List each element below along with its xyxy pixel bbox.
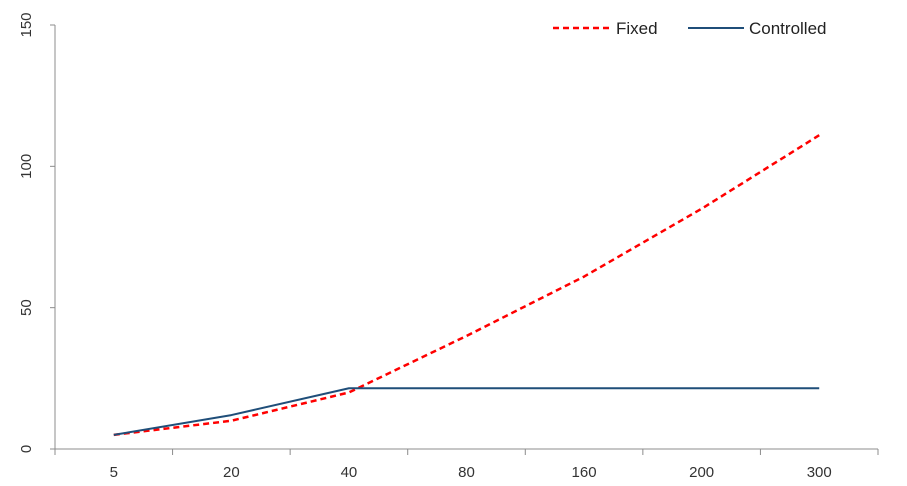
legend-label-fixed: Fixed bbox=[616, 19, 658, 38]
y-tick-label: 150 bbox=[18, 12, 35, 37]
x-tick-label: 80 bbox=[458, 464, 475, 481]
y-tick-label: 100 bbox=[18, 154, 35, 179]
series-line-controlled bbox=[113, 387, 820, 436]
axes bbox=[54, 25, 878, 450]
x-ticks: 5 20 40 80 160 200 300 bbox=[54, 449, 879, 481]
series-layer bbox=[113, 134, 820, 437]
y-tick-label: 50 bbox=[18, 299, 35, 316]
x-tick-label: 300 bbox=[807, 464, 832, 481]
y-tick-label: 0 bbox=[18, 445, 35, 453]
x-tick-label: 40 bbox=[341, 464, 358, 481]
x-tick-label: 20 bbox=[223, 464, 240, 481]
x-tick-label: 200 bbox=[689, 464, 714, 481]
x-tick-label: 5 bbox=[110, 464, 118, 481]
series-line-fixed bbox=[113, 134, 820, 437]
legend: Fixed Controlled bbox=[553, 19, 827, 38]
x-tick-label: 160 bbox=[572, 464, 597, 481]
legend-label-controlled: Controlled bbox=[749, 19, 827, 38]
y-ticks: 0 50 100 150 bbox=[18, 12, 55, 453]
